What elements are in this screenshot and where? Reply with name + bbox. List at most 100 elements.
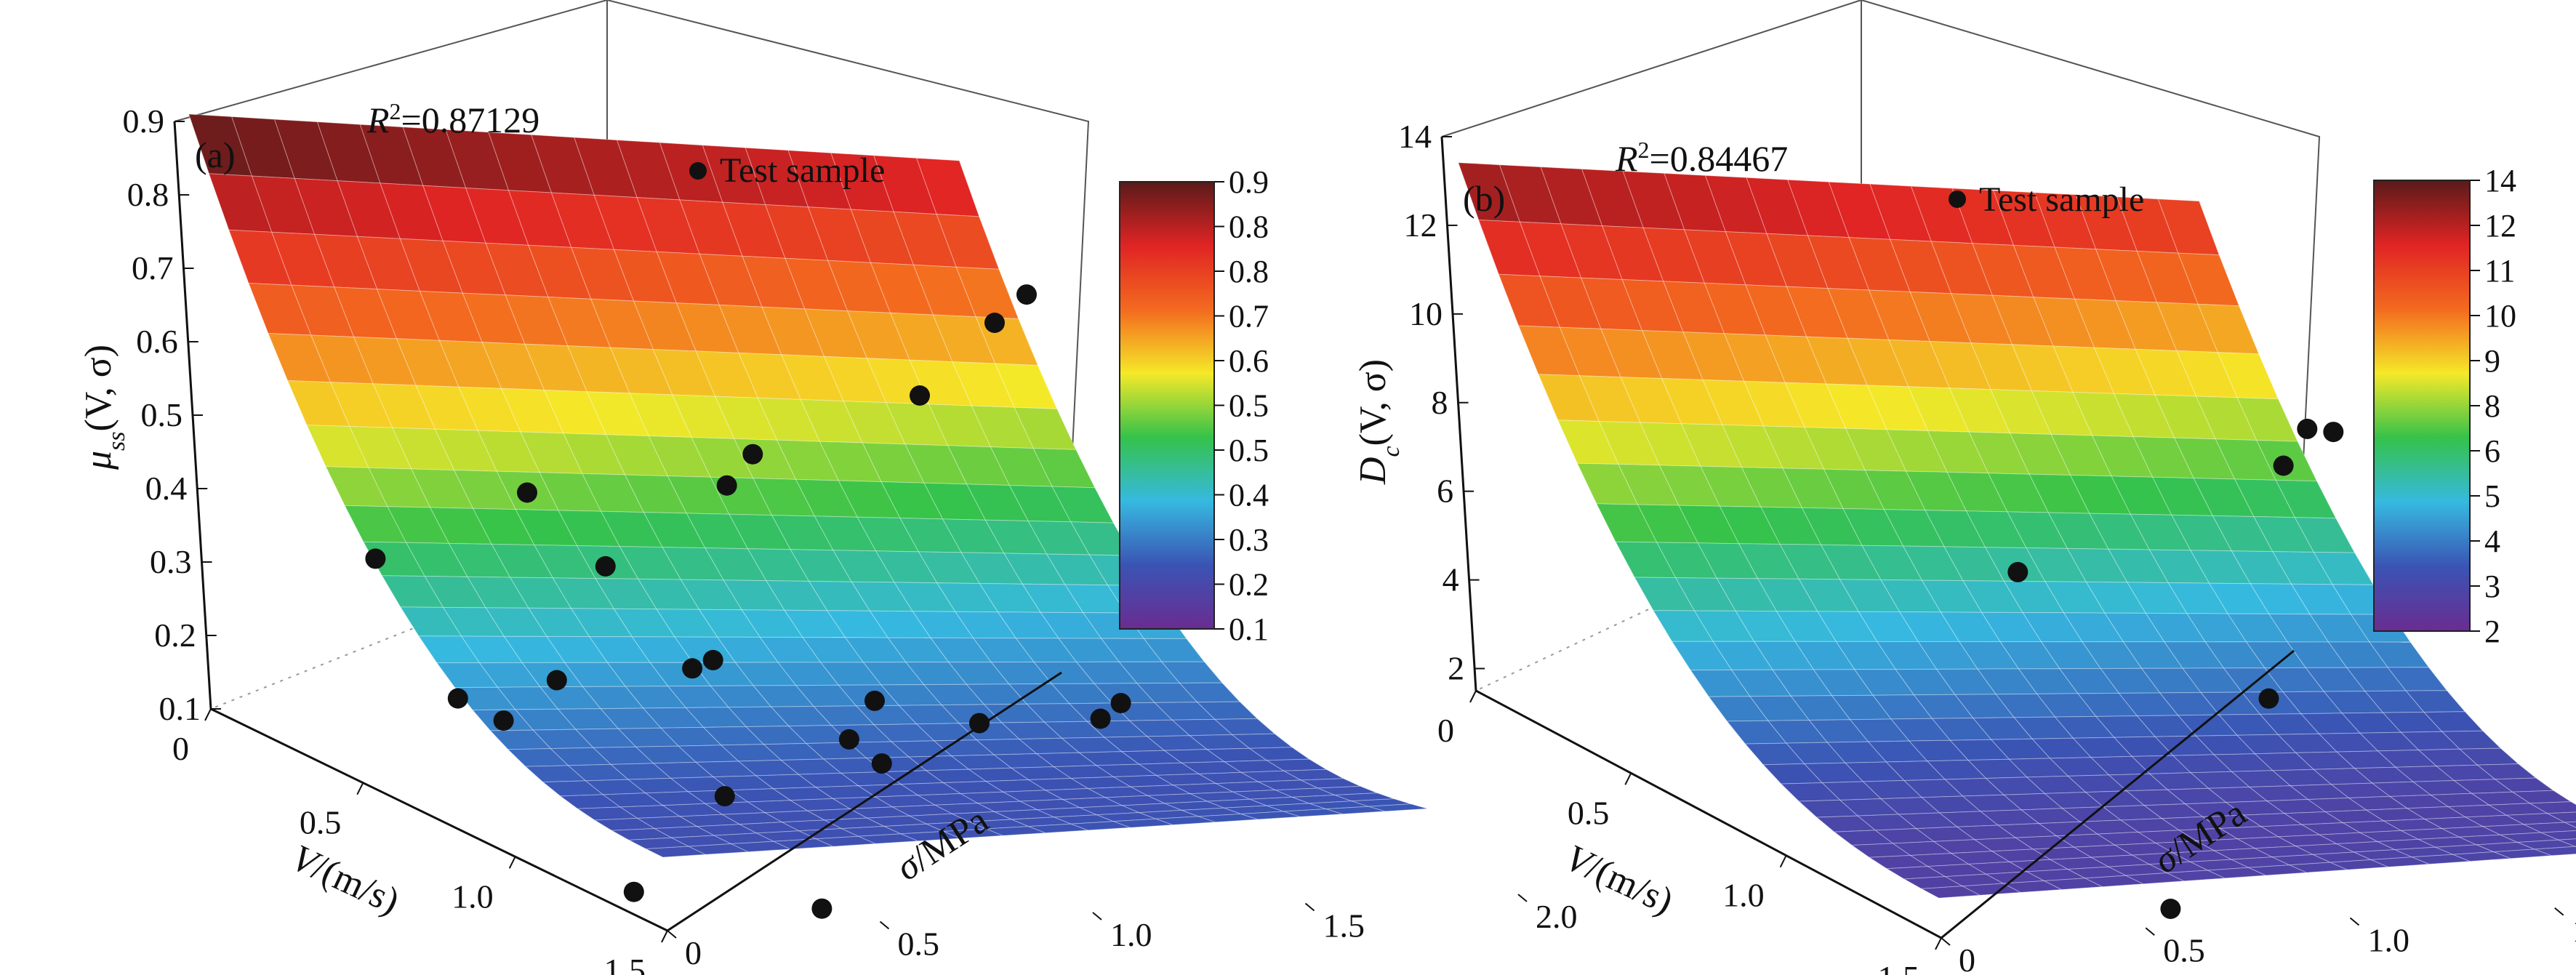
colorbar-tick-label: 0.4: [1229, 478, 1269, 513]
colorbar-a: 0.9 0.8 0.8 0.7 0.6 0.5 0.5 0.4 0.3 0.2 0.1: [1119, 164, 1269, 647]
z-tick-label: 0.3: [150, 543, 192, 580]
y-tick-mark: [1517, 894, 1528, 902]
surface-b: [1458, 162, 2576, 899]
surface-cell: [2083, 875, 2145, 888]
y-tick-mark: [2349, 917, 2360, 926]
colorbar-tick-label: 3: [2484, 569, 2500, 604]
y-tick-mark: [2554, 907, 2564, 916]
colorbar-tick-label: 6: [2484, 433, 2500, 469]
x-tick-label: 1.0: [1722, 877, 1765, 914]
colorbar-b-bar: [2373, 180, 2471, 632]
colorbar-tick-label: 4: [2484, 523, 2500, 559]
colorbar-tick-label: 0.6: [1229, 343, 1269, 379]
y-tick-label: 1.5: [1323, 907, 1365, 944]
z-tick-label: 0.7: [132, 249, 174, 286]
legend-label-a: Test sample: [720, 151, 885, 190]
r-squared-symbol-b: R: [1615, 138, 1638, 179]
x-axis-ticks-a: 0 0.5 1.0 1.5: [172, 708, 668, 975]
y-tick-label: 0.5: [898, 926, 940, 963]
colorbar-tick-label: 0.8: [1229, 209, 1269, 245]
z-tick-label: 0.1: [159, 690, 201, 727]
r-squared-symbol-a: R: [366, 100, 390, 140]
surface-cell: [1368, 803, 1428, 812]
x-axis-label-a: V/(m/s): [285, 837, 405, 923]
y-tick-mark: [2145, 927, 2155, 936]
surface-cell: [2493, 848, 2552, 859]
test-sample-point: [864, 690, 885, 711]
x-tick-mark: [1935, 937, 1942, 950]
colorbar-tick-label: 0.7: [1229, 299, 1269, 334]
surface-cell: [1920, 886, 1981, 899]
surface-cell: [1070, 821, 1131, 831]
colorbar-tick-label: 14: [2484, 163, 2516, 198]
x-tick-mark: [204, 708, 212, 721]
y-tick-mark: [1941, 937, 1951, 946]
surface-a: [188, 113, 1428, 858]
colorbar-tick-label: 8: [2484, 388, 2500, 424]
x-tick-label: 0.5: [1568, 794, 1610, 831]
z-label-args-a: (V, σ): [78, 345, 119, 432]
y-tick-label: 2.0: [1536, 898, 1578, 935]
x-tick-mark: [1779, 855, 1787, 868]
test-sample-point: [984, 313, 1005, 333]
z-tick-label: 0.5: [141, 396, 183, 433]
z-tick-label: 8: [1432, 384, 1448, 421]
x-tick-label: 0: [172, 730, 189, 767]
test-sample-point: [365, 548, 386, 569]
test-sample-point: [702, 649, 723, 670]
z-tick-label: 4: [1443, 561, 1459, 598]
colorbar-tick-label: 9: [2484, 343, 2500, 379]
x-tick-label: 1.5: [1878, 959, 1920, 975]
x-tick-label: 0.5: [300, 804, 342, 841]
surface-cell: [2564, 821, 2576, 828]
test-sample-point: [910, 385, 930, 406]
y-tick-label: 0.5: [2163, 931, 2205, 968]
colorbar-b-ticks: 14 12 11 10 9 8 6 5 4 3 2: [2470, 163, 2516, 649]
z-tick-label: 0.2: [154, 617, 196, 654]
surface-cell: [644, 846, 707, 858]
r-squared-value-b: =0.84467: [1650, 138, 1789, 179]
surface-cell: [858, 833, 918, 844]
y-tick-label: 1.0: [2368, 922, 2410, 959]
x-tick-label: 1.5: [604, 952, 646, 975]
surface-cell: [2370, 856, 2429, 867]
z-tick-label: 0.6: [136, 323, 178, 360]
z-tick-label: 0.8: [127, 176, 169, 213]
y-axis-ticks-a: 0 0.5 1.0 1.5 2.0: [667, 894, 1578, 971]
test-sample-point: [871, 753, 892, 774]
colorbar-tick-label: 11: [2484, 253, 2515, 289]
y-tick-label: 1.5: [2572, 912, 2576, 949]
z-label-sub-b: c: [1378, 446, 1405, 457]
surface-cell: [1283, 809, 1343, 817]
test-sample-point: [1110, 693, 1131, 713]
z-tick-label: 12: [1404, 206, 1437, 244]
r-squared-a: R2=0.87129: [366, 98, 539, 140]
surface-cell: [1028, 823, 1088, 834]
test-sample-point: [714, 786, 735, 807]
z-label-args-b: (V, σ): [1352, 359, 1394, 446]
test-sample-point: [969, 713, 990, 734]
x-tick-label: 1.0: [452, 878, 494, 915]
r-squared-sup-b: 2: [1638, 137, 1650, 163]
surface-cell: [2528, 801, 2576, 814]
z-label-base-a: μ: [78, 451, 119, 470]
test-sample-point: [2273, 455, 2294, 476]
test-sample-point: [2323, 422, 2344, 443]
z-tick-label: 6: [1437, 473, 1453, 510]
y-tick-mark: [667, 930, 677, 939]
surface-cell: [1325, 806, 1386, 815]
colorbar-b: 14 12 11 10 9 8 6 5 4 3 2: [2373, 163, 2516, 649]
x-tick-label: 0: [1437, 712, 1454, 749]
z-tick-label: 0.9: [123, 103, 165, 140]
test-sample-point: [716, 475, 737, 496]
legend-label-b: Test sample: [1979, 180, 2144, 219]
r-squared-sup-a: 2: [390, 98, 401, 124]
test-sample-point: [493, 710, 514, 731]
test-sample-point: [1016, 284, 1037, 305]
x-tick-mark: [356, 782, 364, 795]
test-sample-point: [2258, 688, 2279, 709]
test-sample-point: [742, 444, 763, 465]
z-tick-label: 2: [1448, 650, 1464, 687]
colorbar-tick-label: 10: [2484, 298, 2516, 334]
